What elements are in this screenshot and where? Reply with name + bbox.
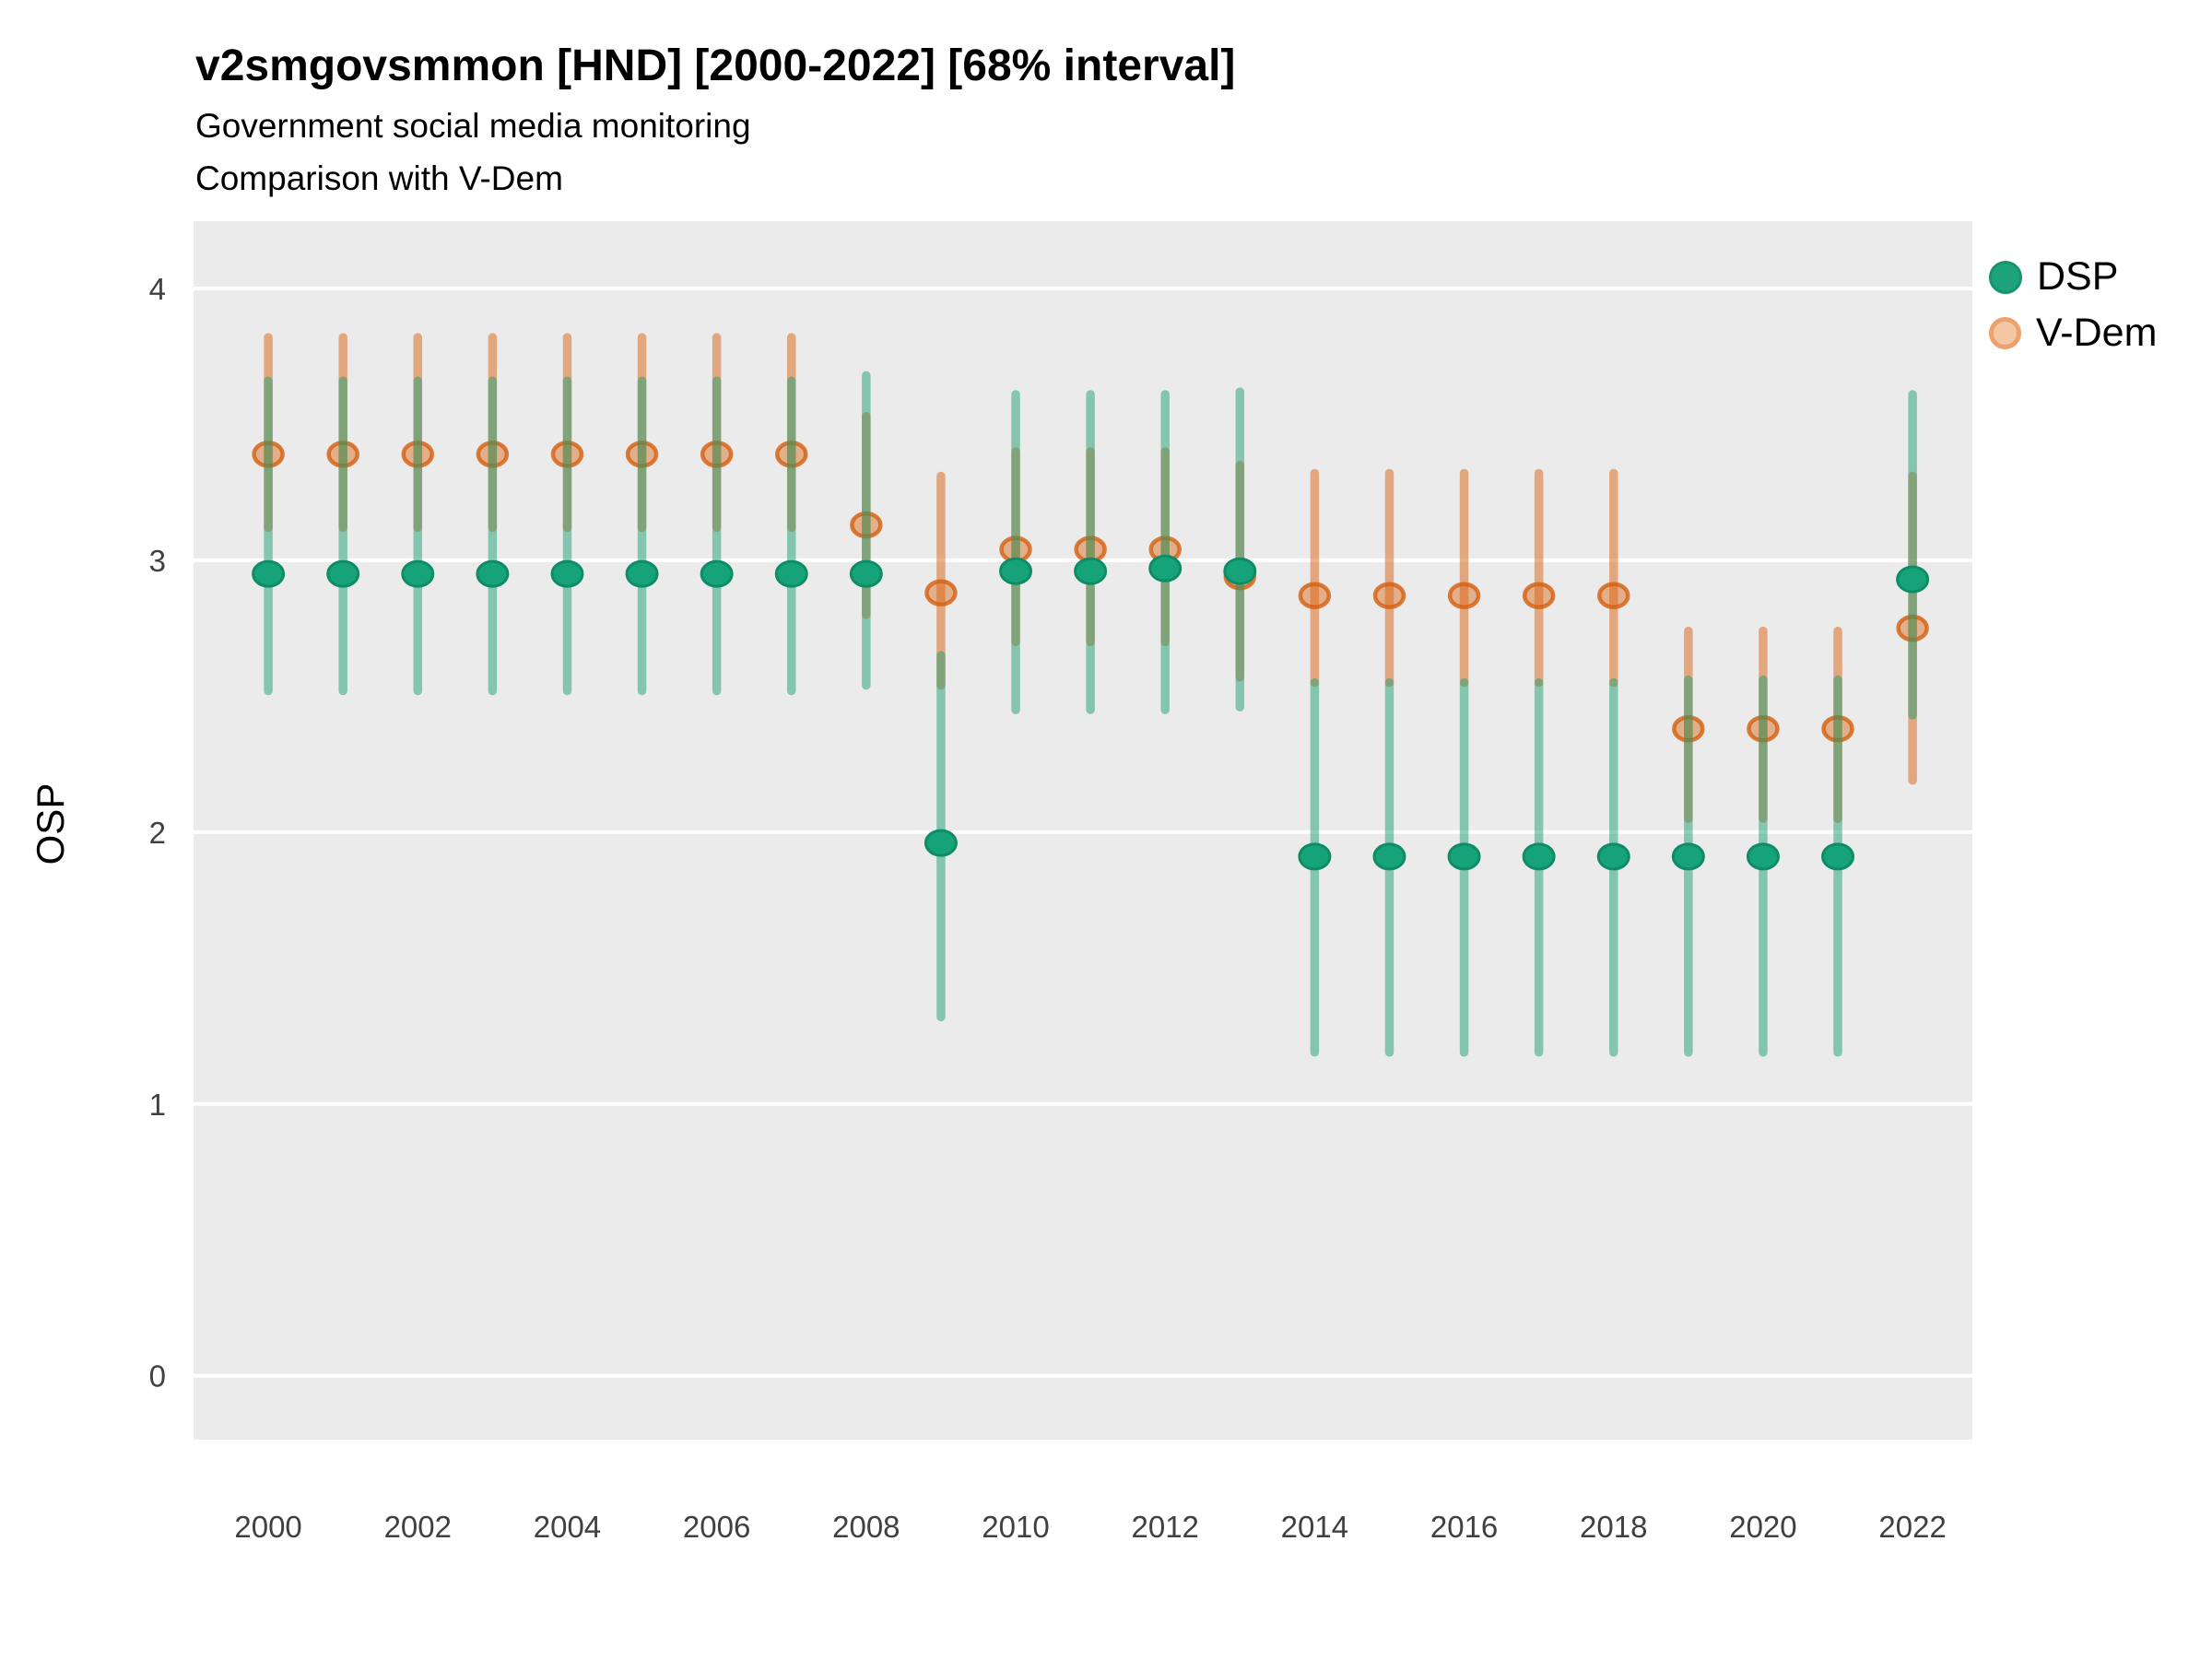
dsp-point: [1596, 842, 1630, 871]
dsp-point: [924, 829, 958, 857]
legend-item-vdem: V-Dem: [1989, 305, 2157, 361]
dsp-point: [999, 557, 1033, 585]
x-tick-label: 2002: [384, 1510, 452, 1544]
dsp-point: [550, 559, 584, 588]
legend-label-dsp: DSP: [2037, 254, 2119, 299]
dsp-point: [1372, 842, 1406, 871]
legend: DSP V-Dem: [1989, 249, 2157, 361]
y-tick-label: 1: [149, 1088, 166, 1122]
x-tick-label: 2006: [683, 1510, 750, 1544]
x-tick-label: 2014: [1281, 1510, 1348, 1544]
vdem-point: [1298, 582, 1332, 610]
y-tick-label: 0: [149, 1359, 166, 1394]
x-tick-label: 2000: [234, 1510, 301, 1544]
x-tick-label: 2016: [1430, 1510, 1498, 1544]
chart-subtitle-line1: Government social media monitoring: [195, 107, 751, 145]
dsp-point: [252, 559, 286, 588]
x-tick-label: 2020: [1729, 1510, 1796, 1544]
dsp-point: [1522, 842, 1556, 871]
chart-subtitle-line2: Comparison with V-Dem: [195, 159, 563, 197]
dsp-point: [1746, 842, 1780, 871]
dsp-point: [476, 559, 510, 588]
dsp-point: [1074, 557, 1108, 585]
legend-item-dsp: DSP: [1989, 249, 2157, 305]
vdem-point: [1372, 582, 1406, 610]
dsp-point: [1447, 842, 1481, 871]
vdem-legend-marker-icon: [1989, 317, 2021, 349]
y-tick-label: 4: [149, 272, 166, 306]
vdem-point: [924, 579, 958, 607]
y-tick-label: 3: [149, 544, 166, 578]
vdem-point: [1447, 582, 1481, 610]
dsp-point: [401, 559, 435, 588]
dsp-point: [1148, 554, 1182, 582]
dsp-point: [1896, 565, 1930, 594]
vdem-point: [1522, 582, 1556, 610]
dsp-point: [1821, 842, 1855, 871]
x-tick-label: 2004: [534, 1510, 601, 1544]
dsp-legend-marker-icon: [1989, 260, 2022, 294]
x-tick-label: 2008: [832, 1510, 900, 1544]
dsp-point: [1298, 842, 1332, 871]
y-tick-label: 2: [149, 816, 166, 850]
x-tick-label: 2012: [1131, 1510, 1198, 1544]
x-tick-label: 2018: [1580, 1510, 1647, 1544]
dsp-point: [700, 559, 734, 588]
dsp-points: [252, 554, 1930, 871]
legend-label-vdem: V-Dem: [2036, 311, 2158, 355]
vdem-point: [1597, 582, 1630, 610]
dsp-point: [1671, 842, 1705, 871]
x-tick-label: 2010: [982, 1510, 1049, 1544]
x-tick-label: 2022: [1878, 1510, 1946, 1544]
dsp-point: [625, 559, 659, 588]
dsp-point: [774, 559, 808, 588]
dsp-point: [849, 559, 883, 588]
dsp-point: [1223, 557, 1257, 585]
dsp-point: [326, 559, 360, 588]
page-title: v2smgovsmmon [HND] [2000-2022] [68% inte…: [195, 41, 1236, 90]
